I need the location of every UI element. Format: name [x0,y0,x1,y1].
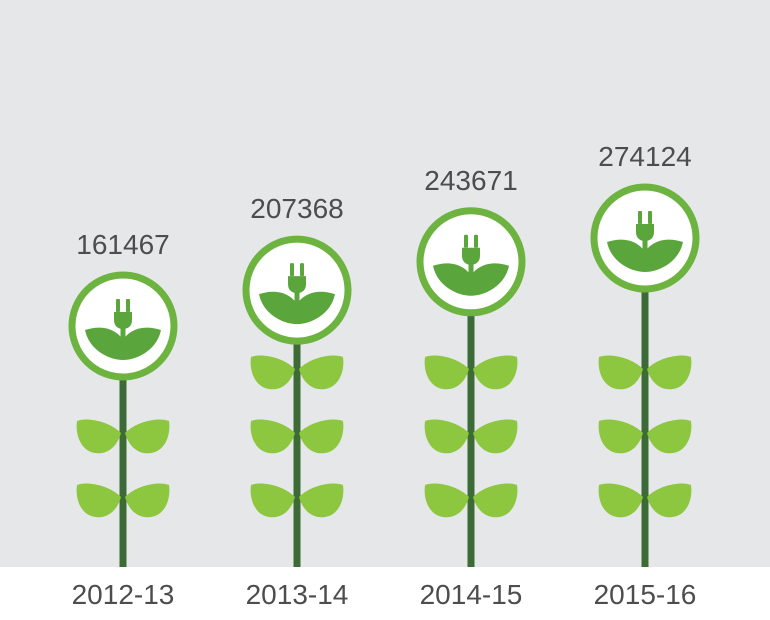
data-label: 161467 [76,229,169,260]
plug-sprout-icon [433,234,509,296]
leaf [647,419,692,454]
leaf [76,483,121,518]
leaf [473,355,518,390]
plug-sprout-icon [607,211,683,272]
leaf [473,419,518,454]
leaf [647,355,692,390]
leaf [598,355,643,390]
leaf [473,483,518,518]
leaf [76,419,121,454]
leaf [125,419,170,454]
stem [641,238,649,567]
x-tick-label: 2012-13 [72,579,175,610]
leaf [299,483,344,518]
stem [293,290,301,567]
leaf [250,483,295,518]
x-tick-label: 2013-14 [246,579,349,610]
x-tick-label: 2014-15 [420,579,523,610]
stem [119,326,127,567]
plant-2015-16: 274124 2015-16 [590,141,700,610]
leaf [424,483,469,518]
data-label: 207368 [250,193,343,224]
leaf [299,419,344,454]
leaf [125,483,170,518]
data-label: 274124 [598,141,691,172]
leaf [424,355,469,390]
stem [467,261,475,567]
leaf [598,483,643,518]
plug-sprout-icon [85,299,161,360]
leaf [598,419,643,454]
leaf [250,419,295,454]
x-tick-label: 2015-16 [594,579,697,610]
leaf [250,355,295,390]
data-label: 243671 [424,165,517,196]
plug-sprout-icon [259,263,335,325]
plant-2013-14: 207368 2013-14 [242,193,352,610]
leaf [299,355,344,390]
leaf [647,483,692,518]
leaf [424,419,469,454]
plant-2012-13: 161467 2012-13 [68,229,178,610]
plant-2014-15: 243671 2014-15 [416,165,526,610]
